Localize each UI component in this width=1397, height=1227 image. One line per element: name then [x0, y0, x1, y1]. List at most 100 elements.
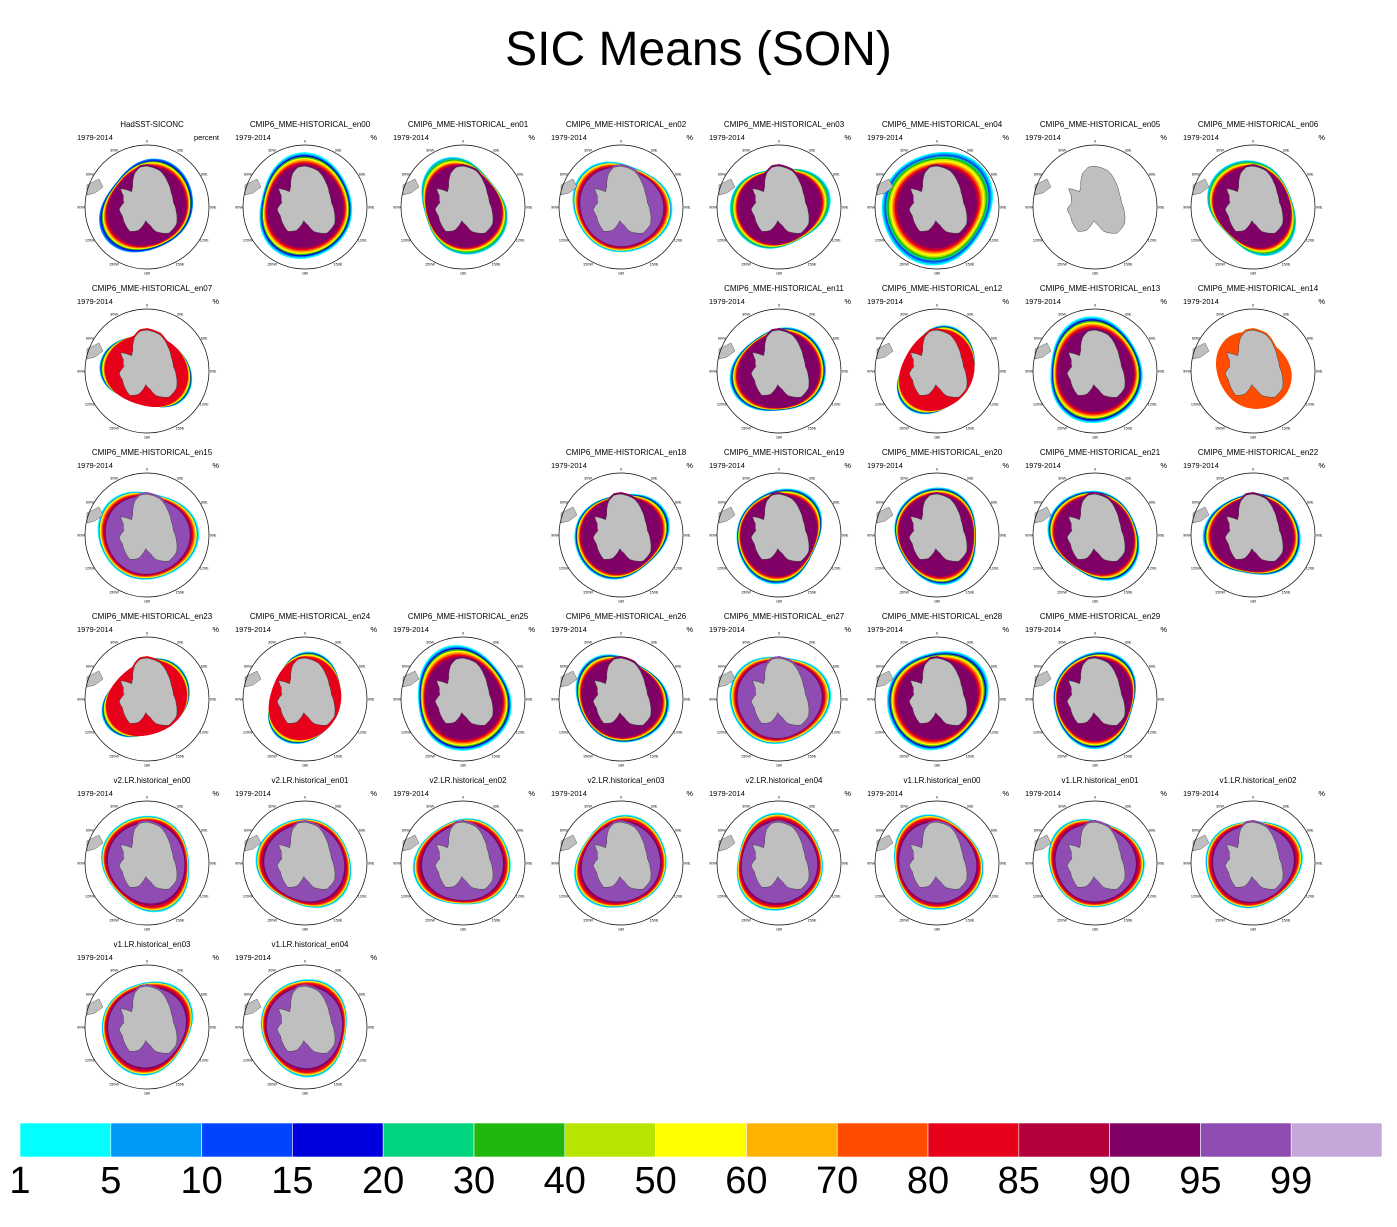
polar-map: 0 30E 60E 90E 120E 150E 180 150W 120W 90W 60W 30W: [235, 796, 375, 932]
longitude-label: 120W: [559, 239, 569, 243]
longitude-label: 60E: [1149, 337, 1156, 341]
longitude-label: 120W: [243, 239, 253, 243]
longitude-label: 120E: [832, 403, 841, 407]
panel-units: %: [528, 133, 535, 142]
polar-map: 0 30E 60E 90E 120E 150E 180 150W 120W 90W 60W 30W: [393, 796, 533, 932]
longitude-label: 30E: [1283, 148, 1290, 152]
panel-title: v1.LR.historical_en02: [1219, 776, 1297, 785]
south-america-land: [718, 506, 736, 524]
panel-title: CMIP6_MME-HISTORICAL_en15: [91, 448, 213, 457]
map-boundary: [874, 308, 1000, 434]
longitude-label: 180: [1092, 928, 1098, 932]
longitude-label: 60W: [1192, 337, 1200, 341]
longitude-label: 120E: [1148, 567, 1157, 571]
longitude-label: 90E: [210, 1026, 217, 1030]
longitude-label: 90E: [842, 534, 849, 538]
map-panel: CMIP6_MME-HISTORICAL_en20 1979-2014% 0 30E 6…: [867, 448, 1017, 608]
panel-units: %: [1318, 789, 1325, 798]
longitude-label: 30W: [900, 640, 908, 644]
longitude-label: 30E: [177, 804, 184, 808]
longitude-label: 120E: [358, 1059, 367, 1063]
longitude-label: 150E: [334, 919, 343, 923]
longitude-label: 60W: [86, 337, 94, 341]
longitude-label: 30E: [809, 640, 816, 644]
longitude-label: 150W: [583, 919, 593, 923]
map-panel: CMIP6_MME-HISTORICAL_en13 1979-2014% 0 30E 6…: [1025, 284, 1175, 444]
longitude-label: 0: [462, 140, 464, 144]
polar-map: 0 30E 60E 90E 120E 150E 180 150W 120W 90W 60W 30W: [709, 140, 849, 276]
longitude-label: 180: [934, 600, 940, 604]
longitude-label: 150E: [176, 591, 185, 595]
panel-units: %: [528, 789, 535, 798]
south-america-land: [402, 178, 420, 196]
longitude-label: 0: [936, 796, 938, 800]
longitude-label: 30E: [177, 640, 184, 644]
longitude-label: 150W: [109, 263, 119, 267]
panel-title: v1.LR.historical_en00: [903, 776, 981, 785]
longitude-label: 150W: [267, 755, 277, 759]
antarctica-land: [434, 821, 494, 890]
south-america-land: [1034, 834, 1052, 852]
longitude-label: 150E: [1282, 427, 1291, 431]
longitude-label: 60W: [1034, 173, 1042, 177]
longitude-label: 180: [302, 764, 308, 768]
longitude-label: 90W: [709, 206, 717, 210]
panel-period: 1979-2014: [1025, 297, 1061, 306]
longitude-label: 30E: [967, 148, 974, 152]
polar-map: 0 30E 60E 90E 120E 150E 180 150W 120W 90W 60W 30W: [77, 304, 217, 440]
longitude-label: 90E: [368, 698, 375, 702]
panel-period: 1979-2014: [709, 789, 745, 798]
colorbar-swatch: [927, 1123, 1020, 1157]
panel-units: %: [370, 133, 377, 142]
panel-units: %: [1160, 461, 1167, 470]
longitude-label: 180: [302, 1092, 308, 1096]
longitude-label: 60E: [675, 501, 682, 505]
longitude-label: 120W: [875, 403, 885, 407]
longitude-label: 150W: [1057, 427, 1067, 431]
south-america-land: [1192, 506, 1210, 524]
longitude-label: 90E: [210, 370, 217, 374]
longitude-label: 0: [936, 304, 938, 308]
map-boundary: [400, 144, 526, 270]
map-boundary: [242, 636, 368, 762]
antarctica-land: [908, 329, 968, 398]
longitude-label: 90W: [77, 206, 85, 210]
longitude-label: 30E: [1125, 148, 1132, 152]
longitude-label: 60E: [833, 173, 840, 177]
colorbar-swatch: [110, 1123, 202, 1157]
colorbar-swatch: [382, 1123, 475, 1157]
map-boundary: [716, 308, 842, 434]
longitude-label: 150W: [1215, 427, 1225, 431]
panel-period: 1979-2014: [1025, 789, 1061, 798]
longitude-label: 120E: [358, 731, 367, 735]
polar-map: 0 30E 60E 90E 120E 150E 180 150W 120W 90W 60W 30W: [551, 796, 691, 932]
longitude-label: 150E: [808, 919, 817, 923]
longitude-label: 150W: [899, 427, 909, 431]
panel-title: HadSST-SICONC: [120, 120, 184, 129]
longitude-label: 60W: [86, 829, 94, 833]
longitude-label: 120W: [1191, 895, 1201, 899]
longitude-label: 60E: [517, 173, 524, 177]
longitude-label: 150W: [583, 263, 593, 267]
longitude-label: 90E: [1316, 862, 1323, 866]
panel-units: %: [370, 625, 377, 634]
longitude-label: 0: [620, 140, 622, 144]
panel-units: %: [1002, 133, 1009, 142]
south-america-land: [86, 178, 104, 196]
longitude-label: 60E: [991, 829, 998, 833]
map-boundary: [874, 636, 1000, 762]
longitude-label: 150W: [267, 919, 277, 923]
longitude-label: 150E: [966, 919, 975, 923]
longitude-label: 150W: [425, 755, 435, 759]
longitude-label: 60E: [517, 665, 524, 669]
longitude-label: 90W: [551, 862, 559, 866]
longitude-label: 150W: [267, 1083, 277, 1087]
longitude-label: 30W: [900, 476, 908, 480]
panel-units: %: [212, 789, 219, 798]
longitude-label: 90W: [235, 206, 243, 210]
longitude-label: 180: [776, 928, 782, 932]
longitude-label: 150E: [966, 591, 975, 595]
polar-map: 0 30E 60E 90E 120E 150E 180 150W 120W 90W 60W 30W: [1025, 632, 1165, 768]
longitude-label: 60E: [201, 337, 208, 341]
antarctica-land: [750, 821, 810, 890]
